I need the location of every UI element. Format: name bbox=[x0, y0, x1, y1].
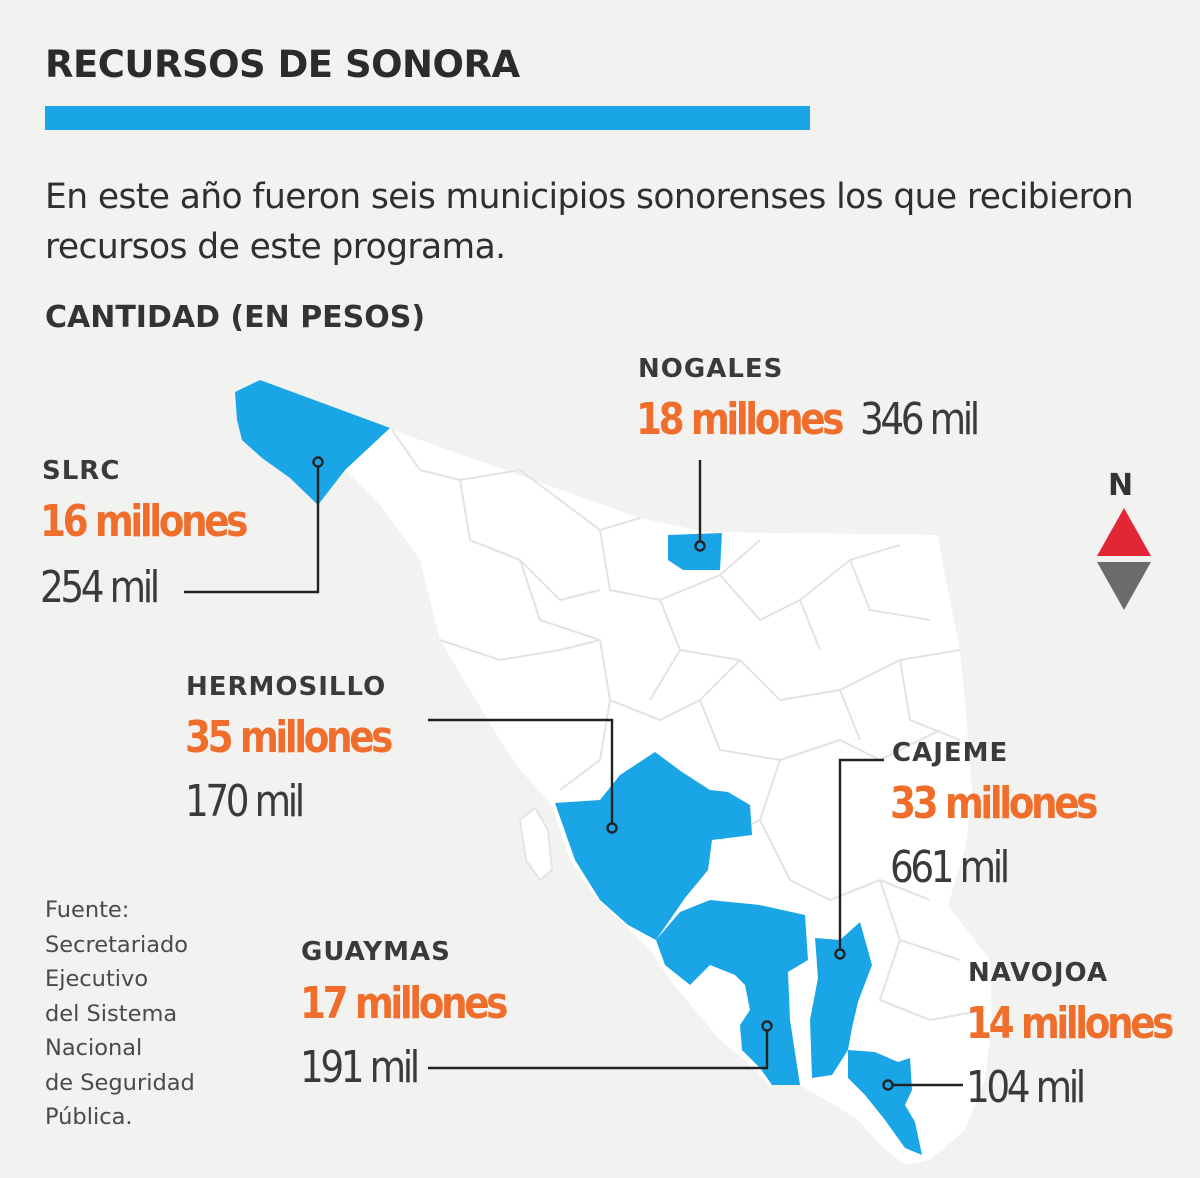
hermosillo-amount-millions: 35 millones bbox=[185, 712, 393, 763]
hermosillo-name: HERMOSILLO bbox=[186, 672, 387, 702]
hermosillo-municipality bbox=[555, 752, 752, 940]
source-note: Fuente: Secretariado Ejecutivo del Siste… bbox=[45, 893, 195, 1135]
title-accent-bar bbox=[45, 106, 810, 130]
source-line: Secretariado bbox=[45, 931, 189, 958]
source-line: Nacional bbox=[45, 1035, 143, 1061]
sonora-state-shape bbox=[235, 380, 992, 1165]
guaymas-amount-thousands: 191 mil bbox=[300, 1042, 420, 1093]
navojoa-municipality bbox=[848, 1050, 922, 1155]
nogales-amount-millions: 18 millones bbox=[636, 394, 844, 445]
source-line: del Sistema bbox=[45, 1000, 178, 1027]
guaymas-name: GUAYMAS bbox=[301, 937, 451, 967]
cajeme-name: CAJEME bbox=[892, 738, 1009, 768]
nogales-municipality bbox=[668, 533, 722, 570]
source-line: Ejecutivo bbox=[45, 966, 149, 992]
source-line: Fuente: bbox=[45, 897, 130, 923]
guaymas-amount-millions: 17 millones bbox=[300, 978, 508, 1029]
island-shape bbox=[518, 806, 554, 882]
nogales-amount-thousands: 346 mil bbox=[860, 394, 980, 445]
cajeme-municipality bbox=[810, 922, 872, 1078]
compass-south-arrow bbox=[1097, 562, 1151, 610]
slrc-name: SLRC bbox=[42, 456, 121, 486]
navojoa-name: NAVOJOA bbox=[968, 958, 1109, 988]
navojoa-amount-millions: 14 millones bbox=[966, 998, 1174, 1049]
slrc-amount-millions: 16 millones bbox=[40, 496, 248, 547]
hermosillo-amount-thousands: 170 mil bbox=[185, 776, 305, 827]
compass-north-label: N bbox=[1108, 468, 1134, 503]
cajeme-amount-thousands: 661 mil bbox=[890, 842, 1010, 893]
cajeme-amount-millions: 33 millones bbox=[890, 778, 1098, 829]
page-title: RECURSOS DE SONORA bbox=[45, 43, 520, 86]
slrc-municipality bbox=[235, 380, 390, 505]
slrc-amount-thousands: 254 mil bbox=[40, 562, 160, 613]
unit-label: CANTIDAD (EN PESOS) bbox=[45, 300, 426, 335]
source-line: Pública. bbox=[45, 1104, 133, 1130]
guaymas-municipality bbox=[656, 900, 808, 1085]
source-line: de Seguridad bbox=[45, 1069, 195, 1096]
compass-north-arrow bbox=[1097, 508, 1151, 556]
navojoa-amount-thousands: 104 mil bbox=[966, 1062, 1086, 1113]
leader-dots bbox=[312, 456, 894, 1091]
nogales-name: NOGALES bbox=[638, 354, 784, 384]
intro-text: En este año fueron seis municipios sonor… bbox=[45, 177, 1134, 267]
leader-lines bbox=[184, 460, 963, 1087]
